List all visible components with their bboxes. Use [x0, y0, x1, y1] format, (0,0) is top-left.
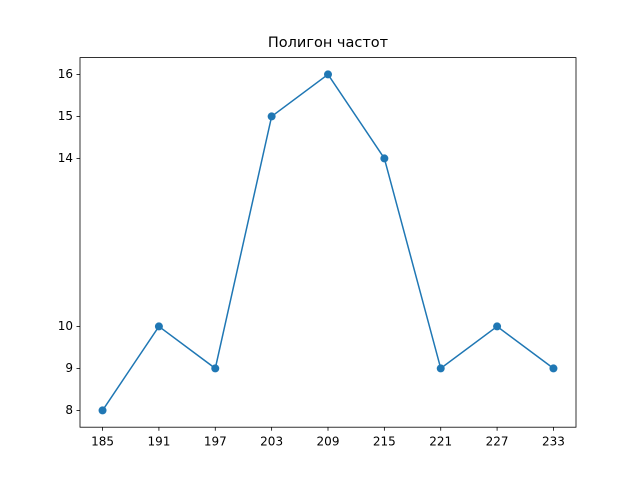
x-tick-label: 191 [147, 435, 170, 449]
line [101, 73, 554, 411]
plot-frame [79, 57, 577, 428]
x-tick-label: 221 [429, 435, 452, 449]
x-tick-label: 209 [317, 435, 340, 449]
point [267, 112, 276, 121]
x-tick-label: 185 [91, 435, 114, 449]
point [98, 406, 107, 415]
y-tick-label: 15 [58, 109, 73, 123]
x-tick-label: 215 [373, 435, 396, 449]
point [493, 322, 502, 331]
point [380, 154, 389, 163]
point [436, 364, 445, 373]
point [211, 364, 220, 373]
y-tick-label: 16 [58, 67, 73, 81]
point [549, 364, 558, 373]
x-tick-label: 203 [260, 435, 283, 449]
x-tick-label: 227 [486, 435, 509, 449]
point [154, 322, 163, 331]
point [324, 70, 332, 79]
x-tick-label: 197 [204, 435, 227, 449]
y-tick-label: 9 [65, 361, 73, 375]
chart-title: Полигон частот [268, 35, 389, 51]
y-tick-label: 14 [58, 151, 73, 165]
y-tick-label: 8 [65, 403, 73, 417]
x-tick-label: 233 [542, 435, 565, 449]
y-tick-label: 10 [58, 319, 73, 333]
